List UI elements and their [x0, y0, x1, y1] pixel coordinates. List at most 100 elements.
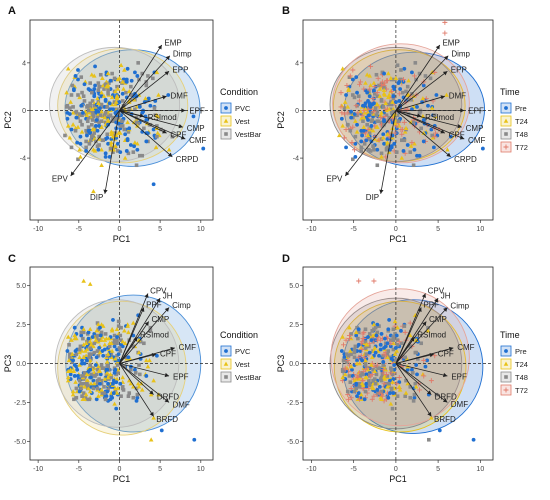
data-point: [370, 329, 375, 333]
loading-arrowhead: [164, 307, 170, 312]
data-point: [353, 155, 358, 159]
data-point: [340, 66, 345, 71]
data-point: [356, 330, 361, 335]
data-point: [87, 339, 93, 344]
loading-arrowhead: [442, 372, 448, 378]
data-point: [390, 372, 395, 377]
data-point: [403, 125, 409, 131]
legend-marker: [223, 118, 229, 123]
data-point: [117, 100, 122, 105]
data-point: [350, 124, 356, 130]
data-point: [114, 380, 119, 385]
data-point: [361, 128, 366, 133]
data-point: [371, 367, 375, 372]
legend-title: Condition: [220, 87, 258, 97]
data-point: [67, 343, 71, 347]
data-point: [112, 401, 117, 406]
data-point: [372, 147, 376, 152]
data-point: [367, 381, 372, 386]
data-point: [110, 395, 115, 400]
data-point: [375, 109, 380, 114]
data-point: [417, 111, 422, 115]
data-point: [97, 134, 101, 139]
data-point: [86, 386, 91, 391]
data-point: [103, 99, 108, 103]
data-point: [129, 93, 133, 97]
data-point: [432, 134, 438, 140]
data-point: [362, 367, 368, 373]
data-point: [92, 332, 97, 336]
data-point: [83, 340, 89, 345]
data-point: [407, 320, 413, 326]
data-point: [421, 83, 426, 88]
loading-arrow: [119, 363, 154, 395]
data-point: [116, 117, 121, 121]
y-axis-label: PC3: [276, 355, 286, 373]
data-point: [67, 112, 72, 116]
data-point: [67, 135, 73, 140]
loading-label: CRPD: [454, 155, 477, 164]
data-point: [345, 357, 351, 363]
data-point: [346, 336, 352, 342]
loading-arrow: [119, 363, 154, 417]
data-point: [93, 64, 97, 69]
data-point: [90, 118, 95, 122]
data-point: [100, 334, 105, 339]
data-point: [133, 107, 137, 112]
data-point: [109, 348, 115, 353]
data-point: [170, 134, 175, 139]
data-point: [385, 374, 390, 378]
data-point: [115, 86, 121, 91]
data-point: [375, 388, 380, 392]
x-axis-label: PC1: [113, 474, 131, 484]
data-point: [77, 354, 82, 359]
data-point: [367, 137, 372, 141]
data-point: [102, 87, 106, 91]
data-point: [379, 389, 384, 394]
data-point: [87, 110, 92, 115]
data-point: [126, 89, 132, 94]
data-point: [85, 119, 90, 123]
loading-label: Cimp: [172, 301, 191, 310]
loading-arrow: [119, 110, 173, 158]
data-point: [395, 63, 400, 68]
data-point: [372, 345, 378, 350]
data-point: [89, 352, 93, 356]
data-point: [134, 398, 139, 403]
data-point: [192, 437, 197, 442]
legend-time: Time Pre T24 T48 T72: [500, 87, 528, 153]
loading-arrow: [395, 70, 448, 111]
data-point: [345, 110, 351, 116]
loading-arrow: [395, 307, 448, 364]
data-point: [384, 78, 390, 84]
legend-condition: Condition PVC Vest VestBar: [220, 330, 262, 383]
x-tick-label: 0: [394, 466, 398, 473]
data-point: [116, 130, 121, 135]
data-point: [355, 122, 359, 127]
data-point: [80, 113, 84, 118]
data-point: [361, 124, 367, 129]
loading-arrow: [395, 55, 449, 111]
data-point: [377, 384, 382, 389]
legend-label: PVC: [235, 347, 251, 356]
y-tick-label: -4: [293, 156, 299, 163]
data-point: [391, 96, 396, 101]
data-point: [99, 124, 104, 129]
data-point: [70, 83, 75, 88]
data-point: [370, 96, 376, 102]
data-point: [129, 78, 134, 83]
data-point: [72, 333, 78, 338]
data-point: [382, 113, 388, 119]
data-point: [355, 110, 361, 116]
data-point: [156, 92, 161, 97]
loading-arrowhead: [156, 298, 161, 303]
data-point: [76, 157, 80, 162]
data-point: [107, 344, 112, 349]
data-point: [444, 92, 449, 97]
loading-arrow: [395, 110, 465, 140]
data-point: [377, 390, 383, 396]
data-point: [349, 332, 353, 336]
data-point: [382, 122, 386, 127]
data-point: [385, 354, 390, 359]
data-point: [378, 115, 384, 121]
